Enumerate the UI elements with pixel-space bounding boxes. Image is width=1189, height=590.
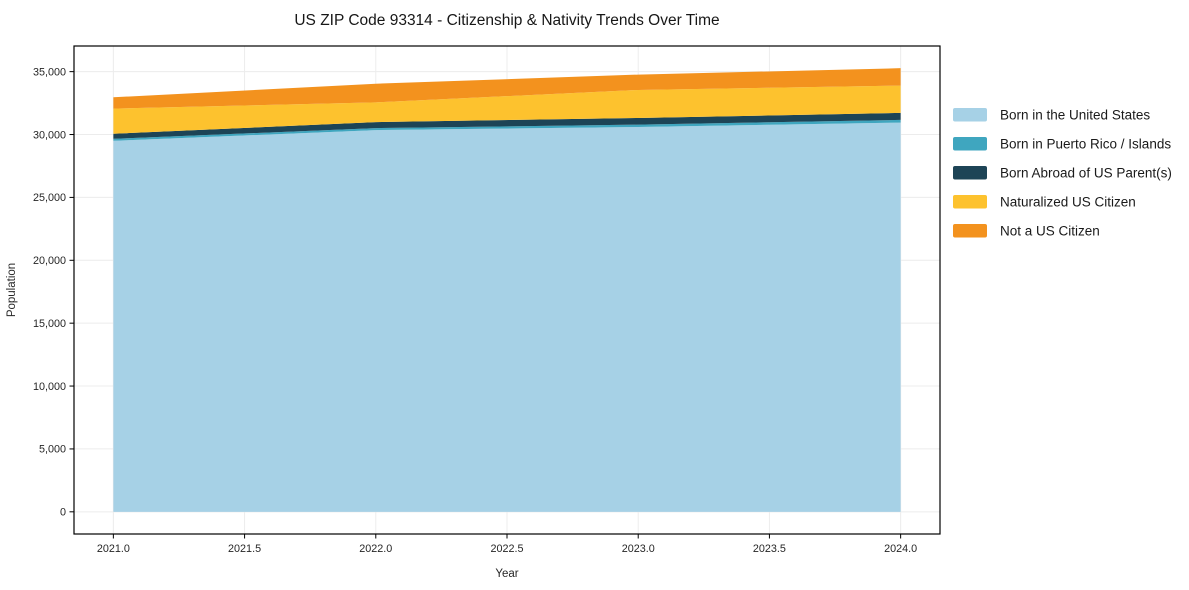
x-tick-label: 2021.0 <box>97 543 130 555</box>
y-tick-label: 15,000 <box>33 318 66 330</box>
x-tick-label: 2022.0 <box>359 543 392 555</box>
y-tick-label: 5,000 <box>39 444 66 456</box>
y-tick-label: 30,000 <box>33 129 66 141</box>
area-series-5 <box>113 68 901 109</box>
tick-marks <box>69 71 902 539</box>
legend-item: Naturalized US Citizen <box>953 195 1136 210</box>
area-series-1 <box>113 122 901 512</box>
area-series-2 <box>113 119 901 141</box>
legend-label: Born in the United States <box>1000 108 1150 123</box>
y-tick-labels: 0 5,000 10,000 15,000 20,000 25,000 30,000 35,0… <box>33 66 66 518</box>
x-tick-label: 2024.0 <box>884 543 917 555</box>
y-tick-label: 10,000 <box>33 381 66 393</box>
legend-swatch <box>953 108 987 122</box>
y-tick-label: 20,000 <box>33 255 66 267</box>
y-axis-label: Population <box>6 263 18 317</box>
x-tick-labels: 2021.0 2021.5 2022.0 2022.5 2023.0 2023.5 2024… <box>97 543 917 555</box>
x-tick-label: 2023.0 <box>622 543 655 555</box>
x-tick-label: 2022.5 <box>490 543 523 555</box>
x-tick-label: 2023.5 <box>753 543 786 555</box>
legend-swatch <box>953 195 987 209</box>
area-series-layer <box>113 68 901 512</box>
legend: Born in the United States Born in Puerto … <box>953 108 1172 239</box>
y-tick-label: 35,000 <box>33 66 66 78</box>
x-tick-label: 2021.5 <box>228 543 261 555</box>
legend-swatch <box>953 137 987 151</box>
legend-label: Not a US Citizen <box>1000 224 1100 239</box>
chart-title: US ZIP Code 93314 - Citizenship & Nativi… <box>294 12 719 29</box>
legend-swatch <box>953 166 987 180</box>
legend-label: Naturalized US Citizen <box>1000 195 1136 210</box>
legend-item: Born in Puerto Rico / Islands <box>953 137 1171 152</box>
area-series-4 <box>113 85 901 134</box>
legend-label: Born in Puerto Rico / Islands <box>1000 137 1171 152</box>
legend-label: Born Abroad of US Parent(s) <box>1000 166 1172 181</box>
area-series-3 <box>113 112 901 139</box>
legend-item: Born Abroad of US Parent(s) <box>953 166 1172 181</box>
legend-item: Not a US Citizen <box>953 224 1100 239</box>
x-axis-label: Year <box>495 568 518 580</box>
legend-swatch <box>953 224 987 238</box>
legend-item: Born in the United States <box>953 108 1150 123</box>
y-tick-label: 0 <box>60 507 66 519</box>
y-tick-label: 25,000 <box>33 192 66 204</box>
